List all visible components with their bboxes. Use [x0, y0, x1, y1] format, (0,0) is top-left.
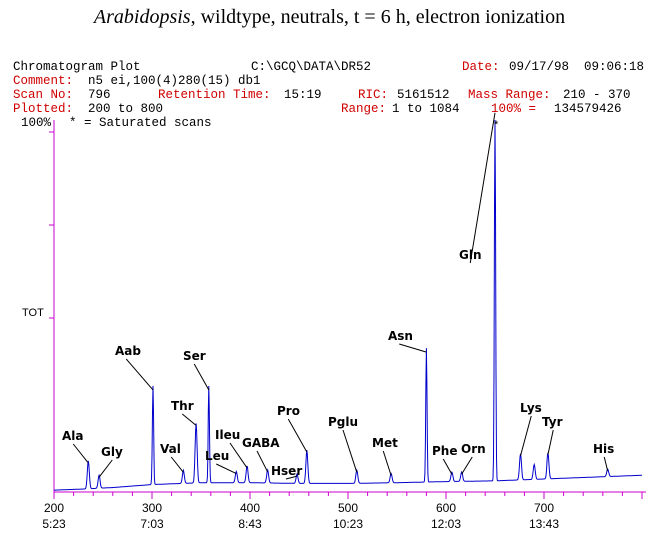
leader-line	[342, 429, 358, 473]
x-tick-time: 13:43	[529, 517, 559, 531]
plot-name: Chromatogram Plot	[13, 60, 141, 74]
leader-line	[399, 343, 427, 353]
peak-label-gly: Gly	[101, 445, 123, 459]
peak-label-met: Met	[372, 436, 398, 450]
leader-line	[170, 456, 184, 473]
x-ticks: 200 5:23 300 7:03 400 8:43 500 10:23 600 12:03 700…	[42, 501, 559, 531]
peak-label-leu: Leu	[205, 449, 229, 463]
x-tick-time: 5:23	[42, 517, 66, 531]
peak-label-his: His	[593, 442, 614, 456]
peak-label-ser: Ser	[183, 349, 206, 363]
x-tick-scan: 600	[436, 501, 456, 515]
leader-line	[603, 456, 609, 472]
leader-line	[256, 450, 269, 473]
title-rest: , wildtype, neutrals, t = 6 h, electron …	[190, 6, 566, 28]
peak-label-val: Val	[160, 442, 181, 456]
leader-line	[125, 358, 154, 391]
scan-label: Scan No:	[13, 88, 74, 102]
leader-line	[216, 463, 237, 474]
x-tick-scan: 400	[240, 501, 260, 515]
saturated-note: * = Saturated scans	[69, 116, 212, 130]
plotted-label: Plotted:	[13, 102, 74, 116]
x-tick-scan: 200	[44, 501, 64, 515]
rt-value: 15:19	[284, 88, 322, 102]
leader-line	[287, 418, 308, 453]
peak-label-asn: Asn	[388, 329, 413, 343]
x-tick-time: 10:23	[333, 517, 363, 531]
saturated-marker: *	[494, 119, 499, 131]
peak-label-gaba: GABA	[242, 436, 280, 450]
peak-label-lys: Lys	[520, 401, 542, 415]
leader-line	[519, 415, 532, 456]
comment-value: n5 ei,100(4)280(15) db1	[88, 74, 261, 88]
peak-label-pglu: Pglu	[328, 415, 358, 429]
ric-value: 5161512	[397, 88, 450, 102]
leader-line	[442, 458, 453, 475]
percent-value: 134579426	[554, 102, 622, 116]
peak-label-orn: Orn	[461, 442, 486, 456]
ric-label: RIC:	[358, 88, 389, 102]
leader-line	[72, 443, 89, 464]
leader-line	[382, 450, 392, 476]
range-label: Range:	[341, 102, 387, 116]
leader-line	[181, 413, 197, 426]
peak-label-gln: Gln	[459, 248, 482, 262]
peak-label-thr: Thr	[171, 399, 194, 413]
rt-label: Retention Time:	[158, 88, 271, 102]
leader-line	[285, 475, 298, 480]
chart-title: Arabidopsis, wildtype, neutrals, t = 6 h…	[0, 6, 659, 29]
comment-label: Comment:	[13, 74, 74, 88]
peak-label-phe: Phe	[432, 444, 457, 458]
leader-line	[98, 459, 113, 478]
leader-line	[461, 456, 473, 475]
leader-line	[193, 363, 210, 391]
date-label: Date:	[462, 60, 500, 74]
axes	[49, 120, 646, 499]
scale-label: 100%	[21, 116, 52, 130]
x-tick-scan: 700	[534, 501, 554, 515]
mass-range-label: Mass Range:	[468, 88, 551, 102]
scan-value: 796	[88, 88, 111, 102]
x-tick-time: 12:03	[431, 517, 461, 531]
range-value: 1 to 1084	[392, 102, 460, 116]
peak-label-ala: Ala	[62, 429, 84, 443]
x-tick-time: 7:03	[140, 517, 164, 531]
peak-label-aab: Aab	[115, 344, 141, 358]
leader-line	[469, 112, 496, 264]
date-value: 09/17/98 09:06:18	[509, 60, 645, 74]
data-path: C:\GCQ\DATA\DR52	[251, 60, 372, 74]
peak-label-ileu: Ileu	[215, 428, 240, 442]
x-tick-time: 8:43	[238, 517, 262, 531]
peak-label-pro: Pro	[277, 404, 300, 418]
leader-line	[547, 429, 554, 455]
peak-label-hser: Hser	[271, 464, 302, 478]
percent-label: 100% =	[491, 102, 537, 116]
plotted-value: 200 to 800	[88, 102, 164, 116]
title-italic: Arabidopsis	[93, 6, 191, 28]
x-tick-scan: 500	[338, 501, 358, 515]
tic-trace	[54, 119, 642, 491]
x-tick-scan: 300	[142, 501, 162, 515]
y-axis-label: TOT	[22, 307, 44, 319]
peak-leaders	[72, 112, 609, 480]
peak-label-tyr: Tyr	[542, 415, 563, 429]
leader-line	[229, 442, 248, 469]
mass-range-value: 210 - 370	[563, 88, 631, 102]
